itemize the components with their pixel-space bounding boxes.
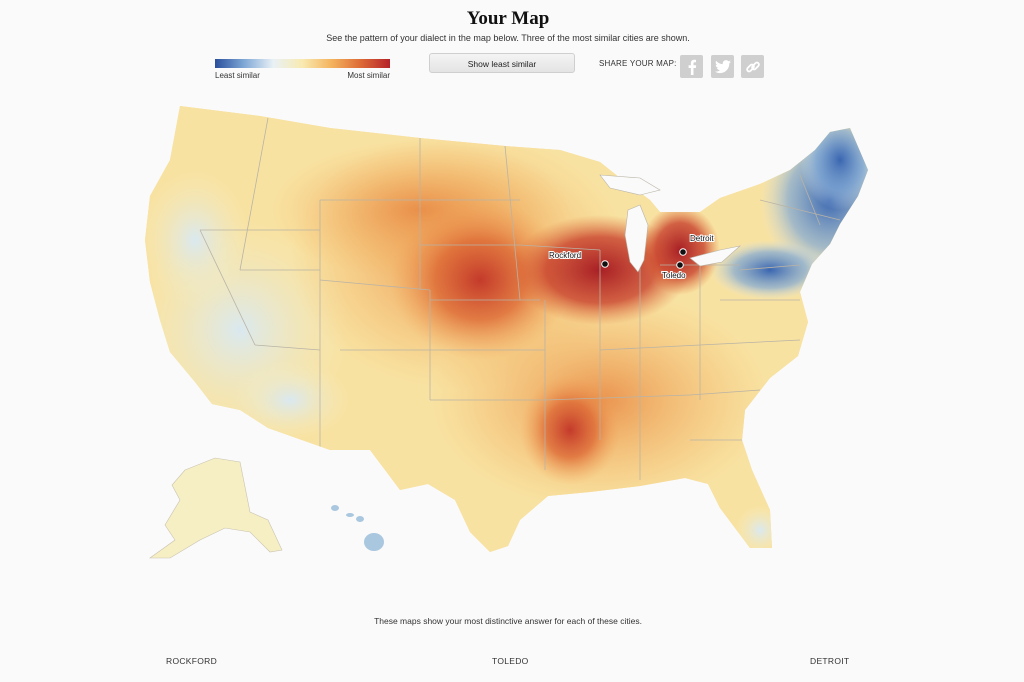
share-label: SHARE YOUR MAP: bbox=[599, 59, 677, 68]
similarity-legend: Least similar Most similar bbox=[215, 59, 390, 80]
city-label-toledo: Toledo bbox=[662, 271, 686, 280]
us-dialect-map: Rockford Detroit Toledo bbox=[145, 106, 868, 559]
legend-least-label: Least similar bbox=[215, 71, 260, 80]
legend-color-bar bbox=[215, 59, 390, 68]
footer-description: These maps show your most distinctive an… bbox=[374, 616, 642, 626]
link-icon[interactable] bbox=[741, 55, 764, 78]
city-label-detroit: Detroit bbox=[690, 234, 714, 243]
page-subtitle: See the pattern of your dialect in the m… bbox=[326, 33, 690, 43]
city-marker-toledo: Toledo bbox=[661, 261, 687, 281]
city-marker-detroit: Detroit bbox=[679, 233, 715, 256]
footer-city-detroit[interactable]: DETROIT bbox=[810, 656, 850, 666]
city-marker-rockford: Rockford bbox=[548, 250, 609, 268]
twitter-icon[interactable] bbox=[711, 55, 734, 78]
city-label-rockford: Rockford bbox=[549, 251, 581, 260]
legend-most-label: Most similar bbox=[347, 71, 390, 80]
page-title: Your Map bbox=[466, 8, 550, 29]
show-least-similar-button[interactable]: Show least similar bbox=[429, 53, 575, 73]
footer-city-rockford[interactable]: ROCKFORD bbox=[166, 656, 218, 666]
footer-city-toledo[interactable]: TOLEDO bbox=[492, 656, 529, 666]
facebook-icon[interactable] bbox=[680, 55, 703, 78]
